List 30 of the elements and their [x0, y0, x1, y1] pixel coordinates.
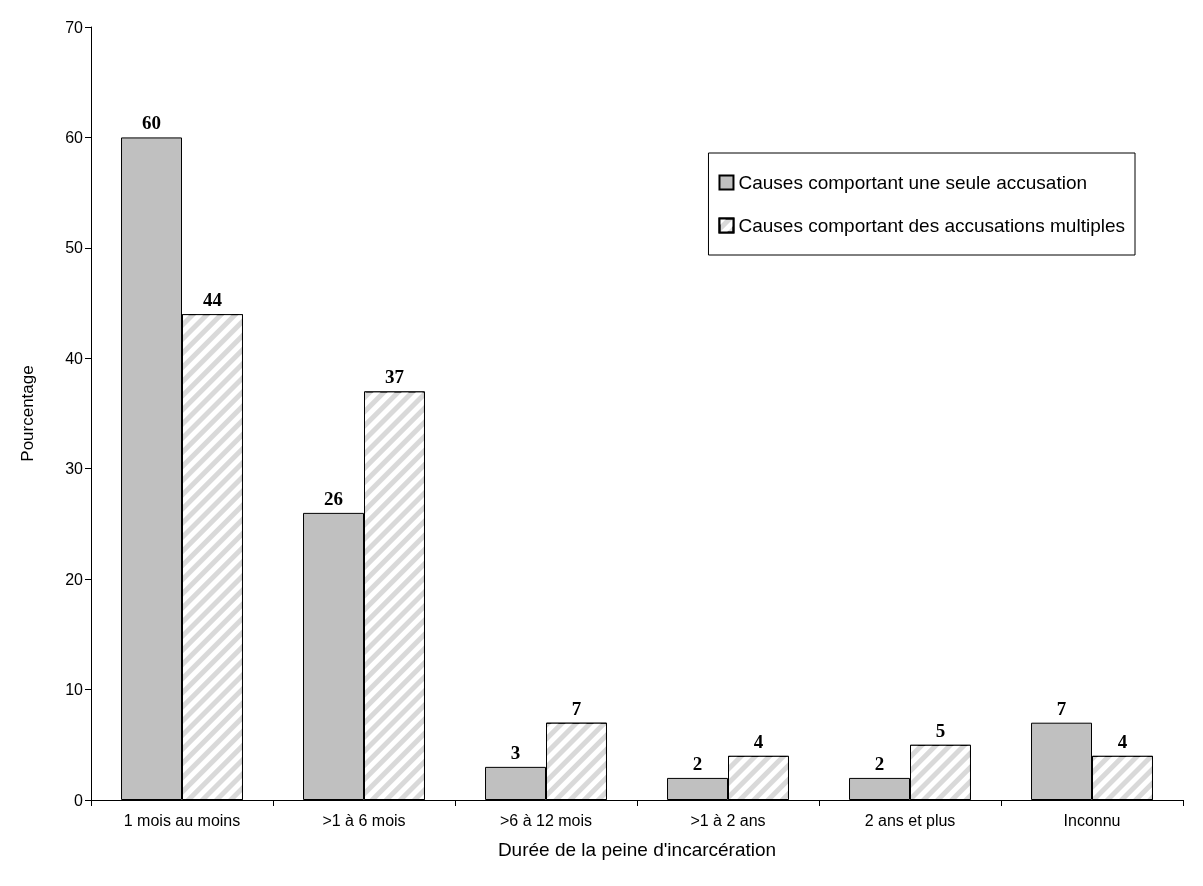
y-tick-label: 10	[65, 681, 84, 699]
data-label: 7	[571, 697, 582, 719]
x-tick-label: 1 mois au moins	[123, 811, 241, 829]
data-label: 5	[935, 719, 946, 741]
data-label: 60	[142, 112, 162, 134]
y-tick-label: 50	[65, 239, 84, 257]
x-axis-title: Durée de la peine d'incarcération	[497, 839, 777, 860]
data-label: 44	[202, 289, 223, 311]
y-tick-label: 60	[65, 128, 84, 146]
y-tick-label: 30	[65, 460, 84, 478]
data-label: 3	[510, 741, 521, 763]
data-label: 7	[1056, 697, 1067, 719]
data-label: 2	[874, 752, 885, 774]
x-tick-label: 2 ans et plus	[864, 811, 956, 829]
data-label: 26	[324, 487, 344, 509]
y-axis-title: Pourcentage	[18, 365, 37, 462]
y-tick-label: 0	[74, 791, 84, 809]
x-tick-label: >1 à 2 ans	[690, 811, 766, 829]
x-tick-label: Inconnu	[1063, 811, 1121, 829]
x-tick-label: >6 à 12 mois	[499, 811, 593, 829]
legend-label: Causes comportant une seule accusation	[738, 172, 1088, 193]
y-tick-label: 40	[65, 349, 84, 367]
x-tick-label: >1 à 6 mois	[322, 811, 406, 829]
data-label: 4	[1117, 730, 1128, 752]
y-tick-label: 70	[65, 18, 84, 36]
data-label: 37	[384, 366, 405, 388]
y-tick-label: 20	[65, 570, 84, 588]
data-label: 4	[753, 730, 764, 752]
data-label: 2	[692, 752, 703, 774]
legend-label: Causes comportant des accusations multiples	[738, 215, 1126, 236]
